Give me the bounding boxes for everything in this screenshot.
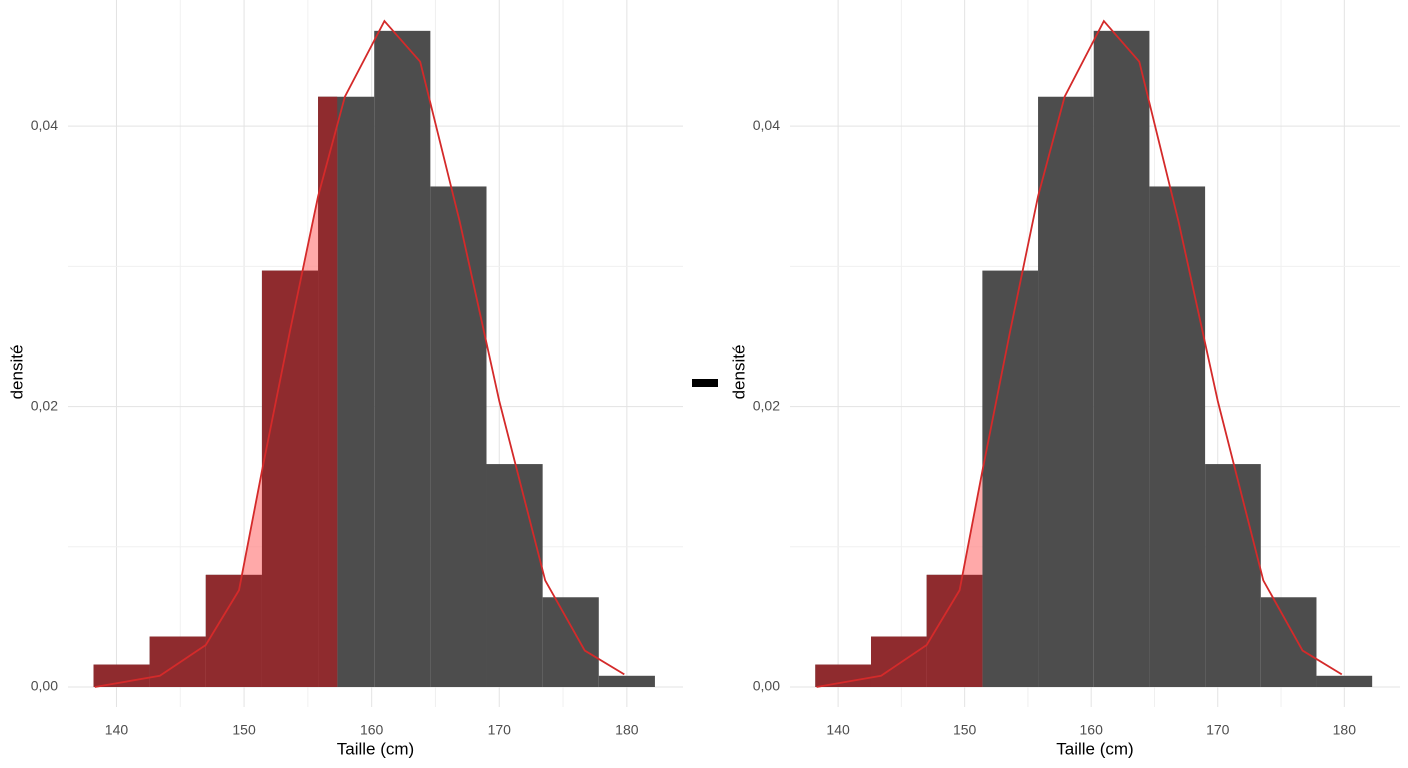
y-tick-label: 0,00: [31, 678, 58, 694]
bar: [1038, 96, 1094, 687]
x-axis-title: Taille (cm): [337, 739, 414, 758]
bar: [374, 30, 431, 687]
x-tick-label: 150: [232, 722, 256, 738]
y-tick-label: 0,02: [31, 397, 58, 413]
y-axis-title: densité: [729, 345, 748, 400]
x-axis-title: Taille (cm): [1056, 739, 1133, 758]
bar: [486, 464, 543, 687]
x-tick-label: 150: [953, 722, 977, 738]
x-tick-label: 180: [1333, 722, 1357, 738]
bar: [598, 675, 655, 687]
bar: [1093, 30, 1150, 687]
bar: [1149, 186, 1206, 687]
shaded-bar: [149, 636, 206, 687]
shaded-bar: [870, 636, 927, 687]
x-tick-label: 160: [1080, 722, 1104, 738]
bar: [430, 186, 487, 687]
separator: [692, 379, 718, 387]
shaded-bar: [815, 664, 871, 687]
panel: 140 150 160 170 180 0,00 0,02 0,04 Taille (cm) de…: [7, 0, 683, 758]
y-tick-label: 0,02: [753, 397, 780, 413]
x-tick-label: 170: [1206, 722, 1230, 738]
bar: [1260, 597, 1317, 687]
density-curve: [94, 19, 625, 688]
bar: [1205, 464, 1261, 687]
panel: 140 150 160 170 180 0,00 0,02 0,04 Taille (cm) de…: [729, 0, 1400, 758]
y-tick-label: 0,04: [753, 117, 780, 133]
x-tick-label: 140: [826, 722, 850, 738]
shaded-bar: [261, 270, 319, 687]
y-tick-label: 0,04: [31, 117, 58, 133]
y-axis-title: densité: [7, 345, 26, 400]
x-tick-label: 180: [615, 722, 639, 738]
shaded-bar: [318, 96, 338, 687]
shaded-bar: [93, 664, 150, 687]
y-tick-label: 0,00: [753, 678, 780, 694]
density-curve: [816, 19, 1343, 688]
bar: [982, 270, 1039, 687]
x-tick-label: 160: [360, 722, 384, 738]
bar: [542, 597, 599, 687]
x-tick-label: 170: [488, 722, 512, 738]
bar: [1316, 675, 1373, 687]
x-tick-label: 140: [105, 722, 129, 738]
